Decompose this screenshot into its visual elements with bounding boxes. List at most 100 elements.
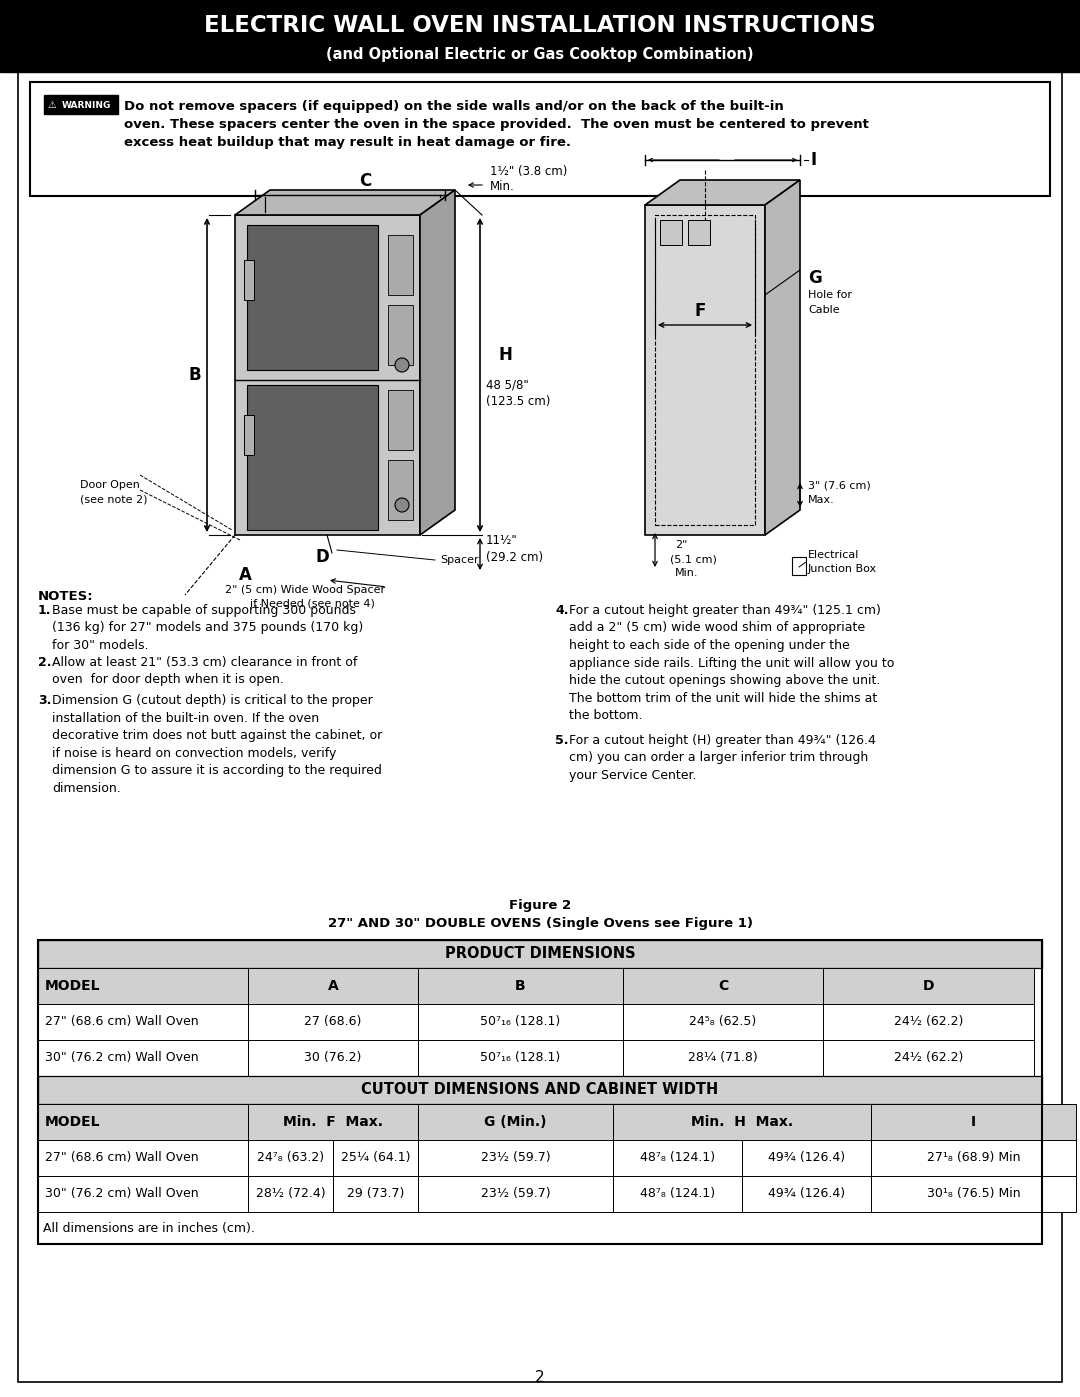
Text: 48 5/8": 48 5/8" [486,379,529,391]
Text: For a cutout height greater than ​49¾"​ ​(125.1 cm)​
add a 2" (5 cm) wide wood s: For a cutout height greater than ​49¾"​ … [569,604,894,722]
Bar [38,1176,248,1213]
Text: Min.  H  Max.: Min. H Max. [691,1115,793,1129]
Bar [418,1104,613,1140]
Bar [742,1140,870,1176]
Text: A: A [327,979,338,993]
Text: 50⁷₁₆ (128.1): 50⁷₁₆ (128.1) [481,1016,561,1028]
Text: (5.1 cm): (5.1 cm) [670,555,717,564]
Bar [248,1176,333,1213]
Bar [248,1004,418,1039]
Text: 2": 2" [675,541,687,550]
Polygon shape [645,180,800,205]
Bar [333,1176,418,1213]
Bar [418,1140,613,1176]
Bar [38,1039,248,1076]
Text: Do not remove spacers (if equipped) on the side walls and/or on the back of the : Do not remove spacers (if equipped) on t… [124,101,784,113]
Bar [38,940,1042,968]
Bar [613,1140,742,1176]
Text: 30¹₈ (76.5) Min: 30¹₈ (76.5) Min [927,1187,1021,1200]
Text: All dimensions are in inches (cm).: All dimensions are in inches (cm). [43,1222,255,1235]
Text: Min.: Min. [490,180,515,194]
Text: 25¼ (64.1): 25¼ (64.1) [341,1151,410,1165]
Text: Electrical: Electrical [808,550,860,560]
Text: Junction Box: Junction Box [808,564,877,574]
Text: I: I [810,151,816,169]
Text: Dimension ​G​ (cutout depth) is critical to the proper
installation of the built: Dimension ​G​ (cutout depth) is critical… [52,694,382,795]
Bar [613,1176,742,1213]
Bar [645,205,765,535]
Text: 3" (7.6 cm): 3" (7.6 cm) [808,481,870,490]
Text: 24½ (62.2): 24½ (62.2) [894,1052,963,1065]
Text: 4.: 4. [555,604,568,617]
Polygon shape [765,180,800,535]
Text: if Needed (see note 4): if Needed (see note 4) [249,599,375,609]
Text: H: H [498,346,512,365]
Text: 27" AND 30" DOUBLE OVENS (Single Ovens see Figure 1): 27" AND 30" DOUBLE OVENS (Single Ovens s… [327,916,753,929]
Text: 27 (68.6): 27 (68.6) [305,1016,362,1028]
Text: MODEL: MODEL [45,979,100,993]
Text: (123.5 cm): (123.5 cm) [486,395,551,408]
Bar [248,1039,418,1076]
Text: (29.2 cm): (29.2 cm) [486,550,543,563]
Bar [388,235,413,295]
Text: C: C [359,172,372,190]
Bar [623,1039,823,1076]
Text: 23½ (59.7): 23½ (59.7) [481,1187,551,1200]
Text: (and Optional Electric or Gas Cooktop Combination): (and Optional Electric or Gas Cooktop Co… [326,46,754,61]
Bar [244,260,254,300]
Bar [654,215,755,525]
Text: 1.: 1. [38,604,52,617]
Circle shape [395,358,409,372]
Bar [418,1176,613,1213]
Text: 24⁷₈ (63.2): 24⁷₈ (63.2) [257,1151,324,1165]
Text: Base must be capable of supporting 300 pounds
(136 kg) for 27" models and 375 po: Base must be capable of supporting 300 p… [52,604,363,652]
Text: 27¹₈ (68.9) Min: 27¹₈ (68.9) Min [927,1151,1021,1165]
Text: 30" (76.2 cm) Wall Oven: 30" (76.2 cm) Wall Oven [45,1052,199,1065]
Bar [333,1140,418,1176]
Text: C: C [718,979,728,993]
Text: 48⁷₈ (124.1): 48⁷₈ (124.1) [640,1187,715,1200]
Text: Max.: Max. [808,495,835,504]
Bar [244,415,254,455]
Text: 30" (76.2 cm) Wall Oven: 30" (76.2 cm) Wall Oven [45,1187,199,1200]
Bar [388,390,413,450]
Bar [613,1104,870,1140]
Bar [38,1076,1042,1104]
Text: ⚠: ⚠ [48,101,57,110]
Bar [38,1104,248,1140]
Bar [623,968,823,1004]
Bar [623,1004,823,1039]
Text: Figure 2: Figure 2 [509,898,571,911]
Text: D: D [315,548,329,566]
Text: Spacer: Spacer [440,555,478,564]
Text: NOTES:: NOTES: [38,590,94,604]
Text: 28½ (72.4): 28½ (72.4) [256,1187,325,1200]
Text: 48⁷₈ (124.1): 48⁷₈ (124.1) [640,1151,715,1165]
Text: 11½": 11½" [486,534,517,546]
Text: 2.: 2. [38,657,52,669]
Text: B: B [515,979,526,993]
Bar [0,0,1080,73]
Text: Min.  F  Max.: Min. F Max. [283,1115,383,1129]
Text: ELECTRIC WALL OVEN INSTALLATION INSTRUCTIONS: ELECTRIC WALL OVEN INSTALLATION INSTRUCT… [204,14,876,38]
Circle shape [395,497,409,511]
Bar [418,1039,623,1076]
Bar [418,968,623,1004]
Polygon shape [235,190,455,215]
Bar [660,219,681,244]
Text: 2: 2 [536,1370,544,1386]
Text: 50⁷₁₆ (128.1): 50⁷₁₆ (128.1) [481,1052,561,1065]
Text: Min.: Min. [675,569,699,578]
Text: 1½" (3.8 cm): 1½" (3.8 cm) [490,165,567,179]
Bar [38,940,1042,1243]
Text: 27" (68.6 cm) Wall Oven: 27" (68.6 cm) Wall Oven [45,1016,199,1028]
Bar [388,460,413,520]
Bar [30,82,1050,196]
Text: PRODUCT DIMENSIONS: PRODUCT DIMENSIONS [445,947,635,961]
Bar [870,1140,1076,1176]
Bar [235,215,420,535]
Bar [823,968,1034,1004]
Text: 29 (73.7): 29 (73.7) [347,1187,404,1200]
Bar [44,95,118,115]
Text: 3.: 3. [38,694,52,707]
